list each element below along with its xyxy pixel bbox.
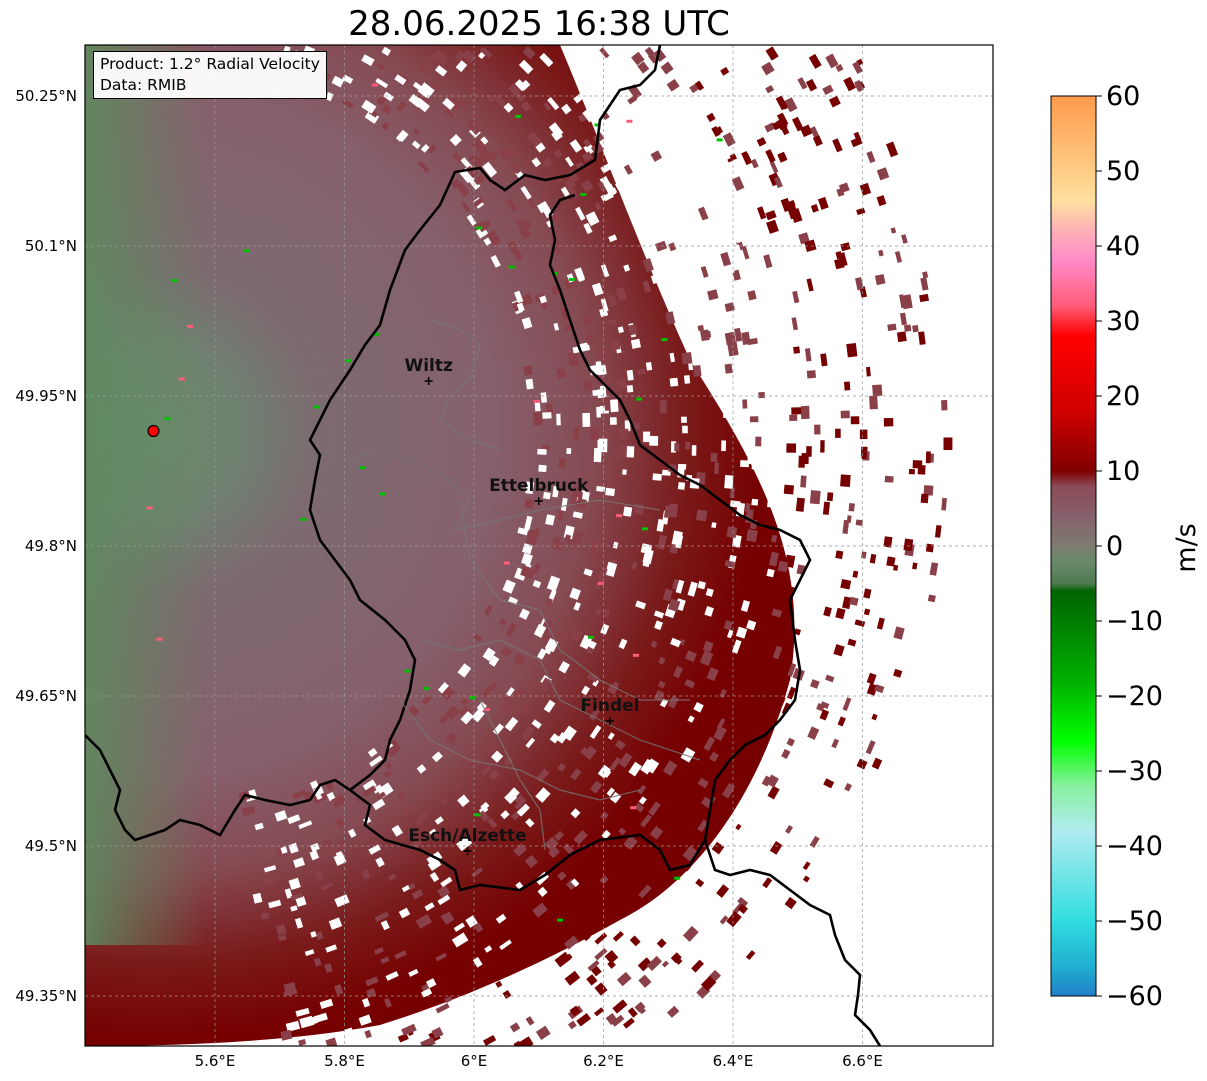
lon-tick-label: 6.4°E	[713, 1052, 754, 1070]
longitude-axis: 5.6°E 5.8°E 6°E 6.2°E 6.4°E 6.6°E	[195, 1052, 883, 1070]
lat-tick-label: 49.8°N	[25, 537, 77, 555]
city-label: Esch/Alzette	[408, 826, 526, 846]
colorbar-tick-label: 50	[1106, 156, 1140, 187]
colorbar-tick-label: 0	[1106, 531, 1123, 562]
colorbar-tick-label: 60	[1106, 81, 1140, 112]
country-borders	[85, 45, 882, 1046]
germany-border-east	[703, 839, 882, 1046]
colorbar-tick-label: 20	[1106, 381, 1140, 412]
colorbar-tick-label: −20	[1106, 681, 1163, 712]
colorbar-unit-label: m/s	[1171, 523, 1202, 572]
colorbar-tick-label: −50	[1106, 906, 1163, 937]
map-title: 28.06.2025 16:38 UTC	[348, 4, 730, 44]
lat-tick-label: 50.25°N	[15, 87, 77, 105]
colorbar-tick-label: −30	[1106, 756, 1163, 787]
colorbar: 60 50 40 30 20 10 0 −10 −20 −30 −40 −50 −60 m/s	[1050, 81, 1202, 1012]
colorbar-gradient	[1051, 96, 1096, 996]
colorbar-tick-label: 40	[1106, 231, 1140, 262]
city-esch-alzette: Esch/Alzette	[408, 826, 527, 855]
luxembourg-border	[308, 45, 812, 892]
lon-tick-label: 6.2°E	[583, 1052, 624, 1070]
city-label: Wiltz	[404, 356, 453, 376]
near-zero-band	[85, 45, 205, 945]
lat-tick-label: 49.35°N	[15, 987, 77, 1005]
latitude-axis: 50.25°N 50.1°N 49.95°N 49.8°N 49.65°N 49.5°N 4…	[15, 87, 77, 1005]
colorbar-tick-label: −60	[1106, 981, 1163, 1012]
city-ettelbruck: Ettelbruck	[489, 476, 589, 505]
product-label: Product: 1.2° Radial Velocity	[100, 55, 320, 73]
city-wiltz: Wiltz	[404, 356, 453, 385]
city-label: Ettelbruck	[489, 476, 589, 496]
belgium-border-south	[85, 734, 351, 842]
colorbar-tick-label: 30	[1106, 306, 1140, 337]
lon-tick-label: 5.6°E	[195, 1052, 236, 1070]
lon-tick-label: 6°E	[461, 1052, 488, 1070]
colorbar-tick-label: −10	[1106, 606, 1163, 637]
city-findel: Findel	[580, 696, 640, 725]
lat-tick-label: 50.1°N	[25, 237, 77, 255]
canton-borders	[349, 319, 701, 851]
colorbar-tick-label: 10	[1106, 456, 1140, 487]
city-label: Findel	[580, 696, 639, 716]
lon-tick-label: 6.6°E	[842, 1052, 883, 1070]
lat-tick-label: 49.5°N	[25, 837, 77, 855]
data-source-label: Data: RMIB	[100, 76, 187, 94]
colorbar-tick-label: −40	[1106, 831, 1163, 862]
lat-tick-label: 49.95°N	[15, 387, 77, 405]
lat-tick-label: 49.65°N	[15, 687, 77, 705]
map-frame	[84, 44, 994, 1047]
radar-site-marker	[147, 424, 160, 438]
product-info-box: Product: 1.2° Radial Velocity Data: RMIB	[93, 51, 327, 99]
city-markers: Wiltz Ettelbruck Findel Esch/Alzette	[404, 356, 640, 855]
radar-velocity-field	[85, 45, 993, 1046]
lon-tick-label: 5.8°E	[324, 1052, 365, 1070]
